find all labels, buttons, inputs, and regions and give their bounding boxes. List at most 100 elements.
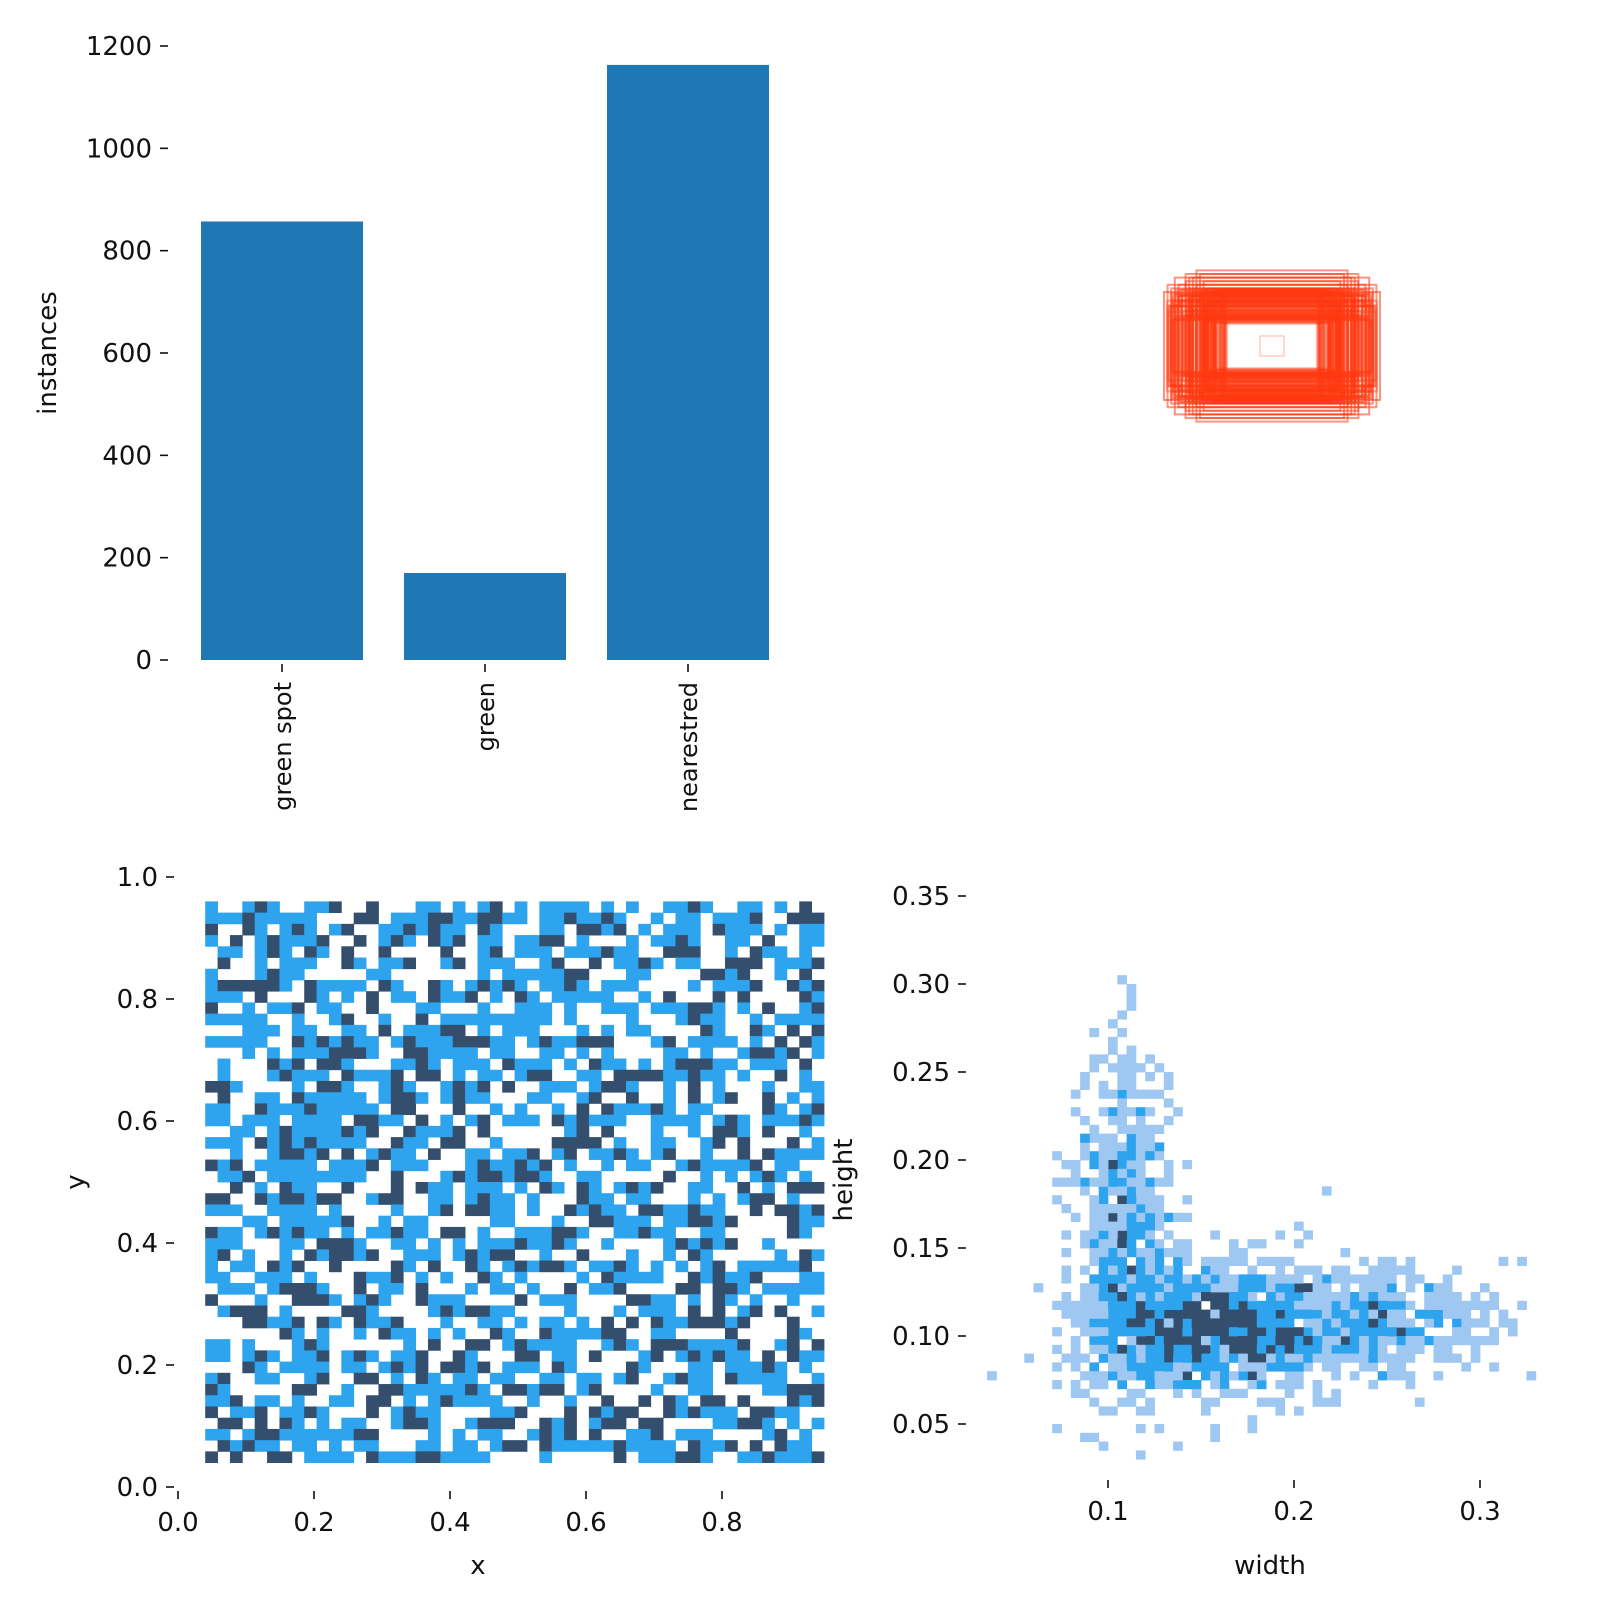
- box-outline: [1169, 292, 1375, 400]
- heatmap-cell: [1210, 1371, 1220, 1381]
- heatmap-cell: [267, 1058, 280, 1071]
- heatmap-cell: [353, 1294, 367, 1306]
- heatmap-cell: [613, 1002, 627, 1015]
- heatmap-cell: [353, 1036, 367, 1048]
- heatmap-cell: [663, 1002, 676, 1015]
- heatmap-cell: [229, 979, 243, 992]
- heatmap-cell: [1210, 1256, 1220, 1266]
- heatmap-cell: [1163, 1283, 1174, 1293]
- heatmap-cell: [551, 1215, 565, 1228]
- heatmap-cell: [1359, 1274, 1369, 1284]
- heatmap-cell: [254, 1103, 268, 1116]
- heatmap-cell: [452, 957, 466, 970]
- heatmap-cell: [1266, 1353, 1276, 1363]
- heatmap-cell: [638, 923, 652, 936]
- heatmap-cell: [601, 1316, 615, 1329]
- heatmap-cell: [427, 1406, 441, 1419]
- heatmap-cell: [465, 1170, 478, 1183]
- heatmap-cell: [811, 1283, 825, 1295]
- heatmap-cell: [1070, 1212, 1081, 1222]
- heatmap-cell: [328, 1215, 342, 1228]
- heatmap-cell: [749, 1372, 763, 1385]
- heatmap-cell: [514, 1024, 528, 1037]
- heatmap-cell: [1312, 1300, 1323, 1310]
- heatmap-cell: [700, 1316, 714, 1329]
- heatmap-cell: [267, 1204, 280, 1217]
- heatmap-cell: [1173, 1371, 1183, 1381]
- heatmap-cell: [267, 1440, 280, 1452]
- heatmap-cell: [613, 1148, 627, 1160]
- heatmap-cell: [316, 935, 330, 947]
- heatmap-cell: [786, 1406, 800, 1419]
- box-outline: [1189, 295, 1355, 397]
- heatmap-cell: [749, 1361, 763, 1374]
- heatmap-cell: [1154, 1221, 1165, 1231]
- heatmap-cell: [786, 1440, 800, 1452]
- heatmap-cell: [551, 1384, 565, 1396]
- heatmap-cell: [1126, 1274, 1137, 1284]
- heatmap-cell: [1312, 1309, 1323, 1319]
- heatmap-cell: [1210, 1283, 1220, 1293]
- heatmap-cell: [1238, 1256, 1248, 1266]
- heatmap-cell: [1098, 1054, 1109, 1064]
- heatmap-cell: [440, 1271, 454, 1284]
- heatmap-cell: [551, 1114, 565, 1127]
- heatmap-cell: [378, 979, 392, 992]
- heatmap-cell: [254, 1417, 268, 1430]
- heatmap-cell: [390, 1271, 404, 1284]
- heatmap-cell: [987, 1371, 997, 1381]
- heatmap-cell: [712, 1013, 726, 1026]
- heatmap-cell: [1098, 1265, 1109, 1275]
- heatmap-cell: [291, 1327, 305, 1340]
- heatmap-cell: [1182, 1212, 1193, 1222]
- heatmap-cell: [774, 1204, 788, 1217]
- heatmap-cell: [316, 1215, 330, 1228]
- box-outline: [1206, 308, 1338, 384]
- heatmap-cell: [440, 1080, 454, 1093]
- heatmap-cell: [1266, 1336, 1276, 1346]
- heatmap-cell: [267, 1193, 280, 1205]
- heatmap-cell: [774, 1170, 788, 1183]
- heatmap-cell: [1294, 1283, 1304, 1293]
- heatmap-cell: [1135, 1300, 1146, 1310]
- heatmap-cell: [700, 1159, 714, 1172]
- heatmap-cell: [452, 1372, 466, 1385]
- heatmap-cell: [229, 1238, 243, 1250]
- heatmap-cell: [502, 1249, 515, 1261]
- heatmap-cell: [440, 935, 454, 947]
- heatmap-cell: [440, 1092, 454, 1104]
- heatmap-cell: [440, 912, 454, 925]
- heatmap-cell: [551, 1047, 565, 1059]
- heatmap-cell: [514, 1103, 528, 1116]
- heatmap-cell: [1461, 1362, 1472, 1372]
- heatmap-cell: [403, 1451, 416, 1463]
- heatmap-cell: [1349, 1327, 1360, 1337]
- heatmap-cell: [254, 1182, 268, 1194]
- heatmap-cell: [1182, 1283, 1193, 1293]
- heatmap-cell: [1201, 1292, 1211, 1302]
- heatmap-cell: [465, 912, 478, 925]
- heatmap-cell: [279, 1406, 293, 1419]
- heatmap-cell: [477, 1204, 491, 1217]
- heatmap-cell: [1163, 1336, 1174, 1346]
- heatmap-cell: [799, 1204, 813, 1217]
- heatmap-cell: [799, 1451, 813, 1463]
- heatmap-cell: [242, 1125, 256, 1138]
- heatmap-cell: [1238, 1283, 1248, 1293]
- heatmap-cell: [1173, 1388, 1183, 1398]
- heatmap-cell: [1145, 1318, 1155, 1328]
- heatmap-cell: [724, 1215, 738, 1228]
- heatmap-cell: [452, 1058, 466, 1071]
- heatmap-cell: [576, 1384, 590, 1396]
- heatmap-cell: [650, 1294, 664, 1306]
- xy-x-tick-label: 0.4: [429, 1508, 470, 1538]
- heatmap-cell: [1452, 1336, 1462, 1346]
- heatmap-cell: [811, 1417, 825, 1430]
- heatmap-cell: [217, 1226, 231, 1239]
- heatmap-cell: [1108, 1406, 1118, 1416]
- heatmap-cell: [254, 979, 268, 992]
- heatmap-cell: [1154, 1380, 1165, 1390]
- heatmap-cell: [526, 1069, 540, 1082]
- heatmap-cell: [316, 1327, 330, 1340]
- heatmap-cell: [1145, 1371, 1155, 1381]
